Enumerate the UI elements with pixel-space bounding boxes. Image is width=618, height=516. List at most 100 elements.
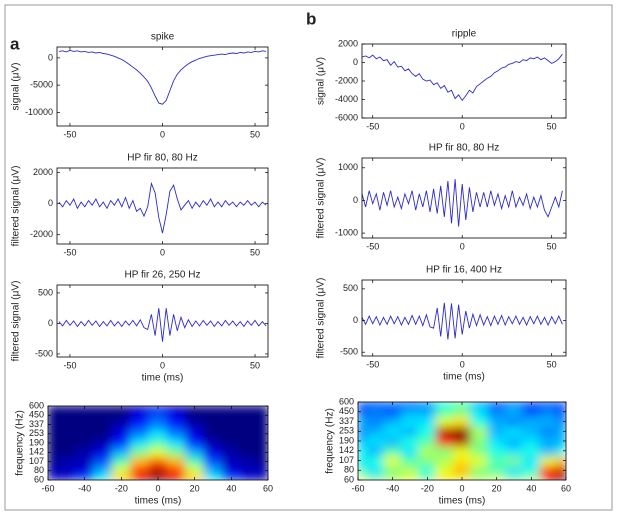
x-tick-label: 0 [160, 360, 165, 370]
heat-cell [539, 406, 558, 418]
heat-cell [185, 428, 205, 439]
heat-cell [435, 455, 454, 466]
heat-cell [418, 435, 437, 447]
y-tick-label: 450 [29, 410, 44, 420]
y-tick-label: 337 [29, 419, 44, 429]
heat-cell [400, 425, 420, 437]
heat-cell [56, 428, 76, 439]
heat-cell [358, 425, 368, 437]
heat-cell [93, 447, 113, 458]
heat-cell [487, 464, 506, 476]
heat-cell [435, 474, 454, 480]
x-tick-label: -50 [63, 360, 76, 370]
heat-cell [130, 456, 150, 467]
chart-title: HP fir 80, 80 Hz [429, 143, 499, 154]
heat-cell [470, 425, 489, 437]
heat-cell [400, 455, 420, 466]
heat-cell [383, 416, 402, 427]
heat-cell [48, 447, 58, 458]
heat-cell [522, 406, 541, 418]
y-tick-label: 0 [353, 57, 358, 67]
x-tick-label: -50 [63, 129, 76, 139]
heat-cell [130, 428, 150, 439]
x-tick-label: -20 [421, 483, 434, 493]
heat-cell [130, 465, 150, 476]
heat-cell [93, 474, 113, 480]
heat-cell [504, 445, 524, 457]
y-tick-label: 0 [48, 52, 53, 62]
heat-cell [487, 445, 506, 457]
heat-cell [240, 410, 260, 421]
heat-cell [258, 428, 268, 439]
x-axis-label: times (ms) [135, 496, 182, 507]
x-axis-label: times (ms) [439, 496, 486, 507]
heat-cell [166, 474, 186, 480]
x-tick-label: 60 [561, 483, 571, 493]
x-tick-label: 50 [250, 129, 260, 139]
signal-line [361, 302, 563, 340]
x-tick-label: -50 [366, 241, 379, 251]
heat-cell [470, 406, 489, 418]
heat-cell [522, 464, 541, 476]
heat-cell [366, 474, 385, 480]
heat-cell [470, 464, 489, 476]
heat-cell [358, 455, 368, 466]
heat-cell [435, 425, 454, 437]
heat-cell [400, 416, 420, 427]
heat-cell [56, 456, 76, 467]
chart-title: ripple [452, 29, 477, 40]
heat-cell [75, 465, 95, 476]
heat-cell [75, 437, 95, 449]
heat-cell [221, 428, 241, 439]
heat-cell [470, 474, 489, 480]
heat-cell [148, 410, 168, 421]
heat-cell [130, 447, 150, 458]
heat-cell [470, 445, 489, 457]
heat-cell [452, 425, 472, 437]
y-tick-label: -10000 [25, 107, 53, 117]
heat-cell [221, 419, 241, 430]
heat-cell [93, 437, 113, 449]
heat-cell [240, 428, 260, 439]
heat-cell [258, 465, 268, 476]
x-tick-label: 50 [547, 359, 557, 369]
heat-cell [539, 474, 558, 480]
y-tick-label: 500 [38, 287, 53, 297]
x-tick-label: -20 [115, 483, 128, 493]
heat-cell [111, 419, 131, 430]
heat-cell [435, 435, 454, 447]
y-axis-label: filtered signal (μV) [11, 281, 22, 362]
y-tick-label: -6000 [335, 112, 358, 122]
heat-cell [556, 406, 566, 418]
x-tick-label: 0 [460, 359, 465, 369]
x-tick-label: 50 [547, 121, 557, 131]
heat-cell [487, 435, 506, 447]
heat-cell [221, 447, 241, 458]
x-tick-label: -60 [351, 483, 364, 493]
heat-cell [130, 406, 150, 412]
panel-label: a [10, 34, 20, 53]
heat-cell [418, 416, 437, 427]
x-tick-label: 50 [250, 247, 260, 257]
heatmap [358, 402, 566, 480]
heat-cell [148, 465, 168, 476]
x-tick-label: -40 [78, 483, 91, 493]
x-tick-label: 0 [160, 247, 165, 257]
heat-cell [400, 435, 420, 447]
heat-cell [470, 416, 489, 427]
x-tick-label: 40 [526, 483, 536, 493]
heat-cell [470, 402, 489, 408]
x-tick-label: 40 [226, 483, 236, 493]
heat-cell [504, 406, 524, 418]
heat-cell [166, 456, 186, 467]
x-tick-label: 50 [250, 360, 260, 370]
heat-cell [148, 428, 168, 439]
heat-cell [556, 455, 566, 466]
y-tick-label: 600 [29, 400, 44, 410]
y-tick-label: -500 [340, 347, 358, 357]
x-tick-label: 20 [190, 483, 200, 493]
heat-cell [366, 416, 385, 427]
heat-cell [240, 465, 260, 476]
heat-cell [383, 455, 402, 466]
